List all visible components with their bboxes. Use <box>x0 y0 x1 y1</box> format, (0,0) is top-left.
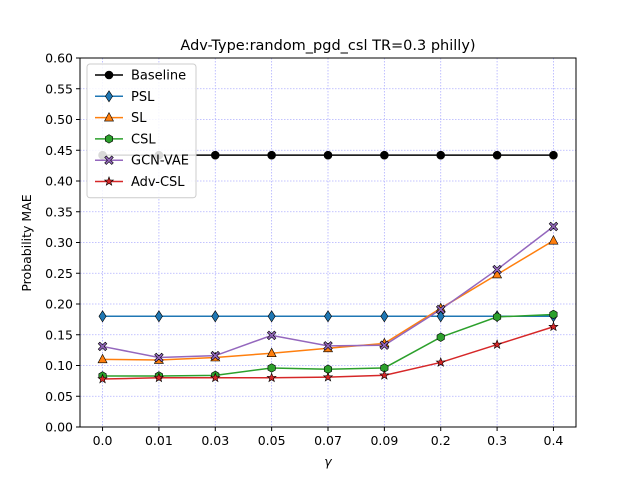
y-axis-title: Probability MAE <box>19 194 34 291</box>
y-tick-label: 0.55 <box>45 81 73 96</box>
data-point-baseline <box>492 150 502 160</box>
y-tick-label: 0.15 <box>45 327 73 342</box>
data-point-gcn-vae <box>154 352 164 363</box>
legend-box <box>86 63 197 199</box>
legend-marker <box>104 111 114 122</box>
data-point-csl <box>436 332 445 342</box>
legend-marker <box>104 155 114 165</box>
legend-label: Baseline <box>131 69 186 84</box>
data-point-psl <box>98 310 107 323</box>
legend-item-psl: PSL <box>95 90 155 105</box>
data-point-gcn-vae <box>379 340 390 350</box>
legend-item-csl: CSL <box>95 132 156 147</box>
y-tick-label: 0.35 <box>45 204 73 219</box>
data-point-baseline <box>210 150 220 160</box>
series-csl <box>98 309 558 381</box>
x-tick-label: 0.07 <box>314 433 342 448</box>
legend-label: PSL <box>131 90 155 105</box>
y-tick-label: 0.50 <box>45 112 73 127</box>
y-tick-label: 0.30 <box>45 235 73 250</box>
series-lines <box>97 150 559 384</box>
data-point-baseline <box>549 150 558 160</box>
data-point-psl <box>154 310 163 323</box>
data-point-psl <box>267 310 276 323</box>
x-tick-label: 0.3 <box>487 433 507 448</box>
data-point-csl <box>267 363 276 373</box>
data-point-baseline <box>323 150 333 160</box>
chart-title: Adv-Type:random_pgd_csl TR=0.3 philly) <box>180 38 475 54</box>
legend: Baseline PSL SL CSL GCN-VAE Adv-CSL <box>86 63 197 199</box>
legend-label: Adv-CSL <box>131 175 185 190</box>
y-tick-label: 0.10 <box>45 358 73 373</box>
data-point-adv-csl <box>210 372 221 383</box>
x-tick-label: 0.05 <box>258 433 286 448</box>
legend-marker <box>104 134 114 144</box>
data-point-baseline <box>267 150 276 160</box>
data-point-csl <box>493 312 502 322</box>
x-tick-label: 0.4 <box>544 433 564 448</box>
data-point-psl <box>436 310 445 323</box>
data-point-adv-csl <box>548 321 559 332</box>
legend-marker <box>104 70 114 80</box>
legend-marker <box>105 90 113 103</box>
legend-item-adv-csl: Adv-CSL <box>95 175 185 190</box>
legend-item-sl: SL <box>95 111 147 126</box>
series-adv-csl <box>97 321 559 384</box>
y-tick-label: 0.00 <box>45 420 73 435</box>
data-point-adv-csl <box>322 371 334 382</box>
data-point-adv-csl <box>97 373 108 384</box>
x-tick-label: 0.01 <box>145 433 173 448</box>
axis-ticks: 0.0 0.01 0.03 0.05 0.07 0.09 0.2 0.3 0.4 0.00 0.05… <box>45 51 563 449</box>
x-tick-label: 0.09 <box>370 433 398 448</box>
y-tick-label: 0.05 <box>45 389 73 404</box>
y-tick-label: 0.25 <box>45 266 73 281</box>
legend-marker <box>103 176 115 186</box>
data-point-gcn-vae <box>266 330 277 341</box>
data-point-gcn-vae <box>548 221 559 232</box>
legend-item-baseline: Baseline <box>95 69 186 84</box>
x-tick-label: 0.2 <box>431 433 451 448</box>
x-tick-label: 0.03 <box>201 433 229 448</box>
legend-item-gcn-vae: GCN-VAE <box>95 154 189 169</box>
data-point-psl <box>324 310 332 323</box>
y-tick-label: 0.20 <box>45 297 73 312</box>
legend-label: SL <box>131 111 147 126</box>
data-point-adv-csl <box>491 339 503 350</box>
y-tick-label: 0.40 <box>45 174 73 189</box>
data-point-adv-csl <box>266 372 277 383</box>
data-point-gcn-vae <box>436 304 446 315</box>
data-point-adv-csl <box>153 372 165 383</box>
data-point-gcn-vae <box>492 264 502 275</box>
data-point-psl <box>380 310 389 323</box>
data-point-baseline <box>436 150 446 160</box>
data-point-baseline <box>380 150 389 160</box>
data-point-gcn-vae <box>323 341 333 351</box>
y-tick-label: 0.60 <box>45 51 73 66</box>
legend-label: CSL <box>131 132 156 147</box>
data-point-gcn-vae <box>97 341 108 352</box>
legend-label: GCN-VAE <box>131 154 189 169</box>
data-point-gcn-vae <box>210 350 220 361</box>
x-axis-title: γ <box>324 454 332 469</box>
data-point-psl <box>211 310 220 323</box>
y-tick-label: 0.45 <box>45 143 73 158</box>
data-point-csl <box>549 309 558 320</box>
x-tick-label: 0.0 <box>93 433 113 448</box>
data-point-sl <box>548 235 559 245</box>
data-point-adv-csl <box>435 356 446 367</box>
data-point-adv-csl <box>379 369 390 380</box>
series-gcn-vae <box>97 221 559 363</box>
series-psl <box>98 310 558 323</box>
data-point-sl <box>97 353 108 364</box>
data-point-sl <box>266 347 277 358</box>
